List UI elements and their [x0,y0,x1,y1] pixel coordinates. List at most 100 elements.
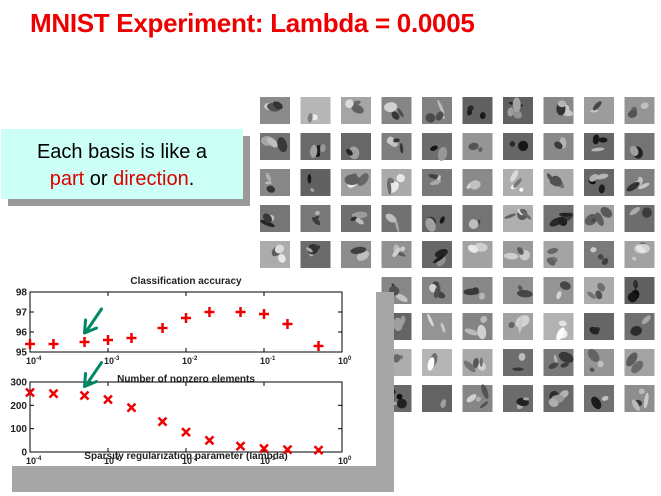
y-tick-label: 0 [21,448,27,459]
basis-patch [543,205,574,232]
basis-patch [503,385,533,412]
basis-patch [543,277,574,304]
x-tick-label: 10-2 [182,356,198,366]
basis-patch [341,169,371,196]
basis-patch [543,313,574,341]
basis-patch [422,205,452,232]
basis-patch [300,205,331,232]
basis-patch [624,97,655,124]
data-point [235,441,246,452]
slide-title: MNIST Experiment: Lambda = 0.0005 [30,8,475,38]
callout-word-direction: direction [113,168,189,190]
basis-patch [462,133,493,160]
basis-patch [584,277,614,304]
basis-patch [341,241,371,268]
basis-patch [584,313,614,340]
basis-patch [503,169,533,196]
basis-patch [462,205,493,232]
basis-patch [543,133,574,160]
basis-patch [422,313,452,340]
data-point [48,339,59,349]
chart-title: Classification accuracy [130,276,242,287]
data-point [181,427,191,438]
chart-2: 0 100 200 300 10-4 10-3 10-2 10-1 100 Sparsity re… [10,361,352,466]
basis-patch [624,205,655,232]
basis-patch [422,133,452,161]
x-tick-label: 10-4 [26,456,42,466]
basis-patch [503,349,533,376]
basis-patch [624,241,655,268]
data-point [282,444,293,455]
basis-patch [584,169,614,196]
basis-patch [543,169,574,196]
callout-word-or: or [89,168,108,190]
basis-patch [341,97,371,124]
basis-patch [422,349,452,376]
data-point [25,339,35,349]
data-point [204,435,215,446]
basis-patch [462,169,493,196]
data-point [25,387,35,398]
data-point [79,390,90,401]
basis-patch [624,313,655,340]
basis-image-grid [256,93,661,458]
basis-grid-svg [260,97,655,412]
basis-patch [624,169,655,196]
y-tick-label: 200 [10,401,27,412]
basis-patch [422,97,452,124]
basis-patch [584,349,614,376]
data-point [204,307,215,317]
basis-patch [462,277,493,304]
highlight-arrow-icon [83,307,104,335]
basis-patch [462,349,493,376]
y-tick-label: 100 [10,424,27,435]
callout-period: . [188,168,195,190]
basis-patch [503,133,533,160]
y-tick-label: 300 [10,378,27,389]
basis-patch [543,385,574,412]
callout-word-part: part [49,168,85,190]
y-tick-label: 95 [16,348,28,359]
basis-patch [260,205,290,232]
x-tick-label: 100 [338,456,352,466]
y-tick-label: 97 [16,308,28,319]
x-axis-label: Number of nonzero elements [117,374,255,385]
basis-patch [381,97,412,124]
basis-patch [584,133,614,160]
basis-patch [462,384,493,412]
basis-patch [381,133,412,160]
basis-patch [422,385,452,412]
basis-patch [260,241,290,268]
data-point [313,341,324,351]
basis-patch [422,241,452,268]
basis-patch [584,385,614,412]
basis-patch [341,133,371,160]
basis-patch [624,277,655,304]
data-point [259,309,269,319]
basis-patch [503,97,533,124]
data-point [282,319,293,329]
basis-patch [543,241,574,268]
basis-patch [584,97,614,124]
data-point [313,445,324,456]
x-tick-label: 10-4 [26,356,42,366]
data-point [126,402,137,413]
x-tick-label: 10-3 [104,456,120,466]
basis-patch [543,97,574,124]
basis-patch [462,241,493,268]
x-axis-label: Sparsity regularization parameter (lambd… [84,451,287,462]
data-point [259,443,269,454]
basis-patch [503,313,533,340]
data-point [181,313,191,323]
basis-patch [422,277,452,304]
basis-patch [624,385,655,412]
basis-patch [462,313,493,340]
y-tick-label: 96 [16,328,28,339]
basis-patch [300,133,331,160]
basis-patch [584,241,614,268]
basis-patch [381,241,412,268]
basis-patch [422,169,452,196]
x-tick-label: 100 [338,356,352,366]
plots-svg: Classification accuracy 95 96 97 98 10-4 10-3 1… [10,276,352,466]
basis-patch [624,133,655,160]
